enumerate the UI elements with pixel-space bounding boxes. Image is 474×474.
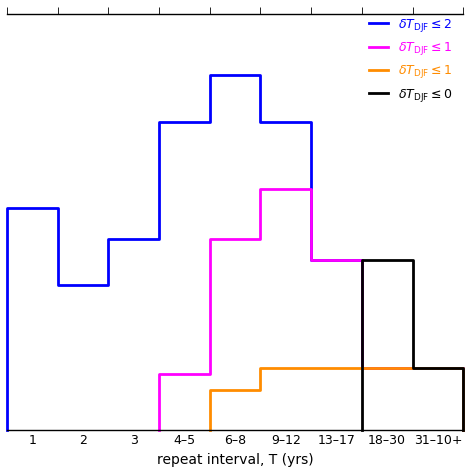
Legend: $\delta T_{\rm DJF} \leq 2$, $\delta T_{\rm DJF} \leq 1$, $\delta T_{\rm DJF} \l: $\delta T_{\rm DJF} \leq 2$, $\delta T_{… xyxy=(364,12,457,109)
X-axis label: repeat interval, T (yrs): repeat interval, T (yrs) xyxy=(157,453,313,467)
